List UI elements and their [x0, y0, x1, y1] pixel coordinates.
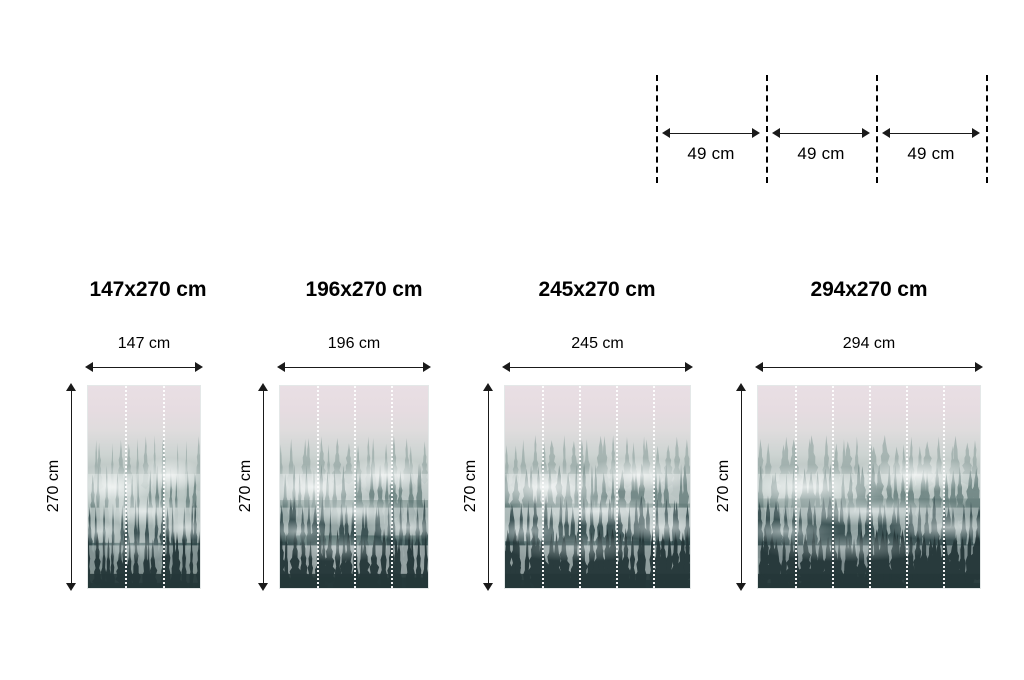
dimension-arrow-horizontal — [882, 128, 980, 139]
dimension-arrow-horizontal — [277, 362, 431, 373]
height-dimension-line — [258, 383, 269, 591]
variant-width-label: 294 cm — [842, 335, 896, 352]
legend-strip-divider — [766, 75, 768, 183]
dimension-arrow-vertical — [258, 383, 269, 591]
width-dimension-line — [502, 362, 693, 373]
mural-strip-separator — [869, 386, 871, 588]
variant-width-label: 196 cm — [327, 335, 381, 352]
mural-strip-separator — [616, 386, 618, 588]
width-dimension-line — [755, 362, 983, 373]
width-dimension-line — [85, 362, 203, 373]
wallpaper-mural-preview — [505, 386, 690, 588]
dimension-arrow-horizontal — [755, 362, 983, 373]
variant-title: 147x270 cm — [89, 278, 207, 301]
wallpaper-mural-preview — [758, 386, 980, 588]
variant-title: 294x270 cm — [810, 278, 928, 301]
mural-strip-separator — [795, 386, 797, 588]
dimension-arrow-horizontal — [662, 128, 760, 139]
legend-strip-divider — [656, 75, 658, 183]
mural-strip-separator — [391, 386, 393, 588]
mural-strip-separator — [317, 386, 319, 588]
mural-strip-separator — [943, 386, 945, 588]
variant-title: 245x270 cm — [538, 278, 656, 301]
legend-segment: 49 cm — [882, 70, 980, 190]
height-dimension-line — [483, 383, 494, 591]
legend-segment-label: 49 cm — [687, 144, 735, 163]
mural-strip-separator — [906, 386, 908, 588]
dimension-arrow-vertical — [736, 383, 747, 591]
variant-title: 196x270 cm — [305, 278, 423, 301]
variant-width-label: 245 cm — [571, 335, 624, 352]
dimension-arrow-horizontal — [502, 362, 693, 373]
legend-segment-label: 49 cm — [797, 144, 845, 163]
width-dimension-line — [277, 362, 431, 373]
variant-width-label: 147 cm — [117, 335, 171, 352]
mural-strip-separator — [542, 386, 544, 588]
legend-segment-label: 49 cm — [907, 144, 955, 163]
mural-strip-separator — [832, 386, 834, 588]
mural-strip-separator — [653, 386, 655, 588]
height-dimension-line — [66, 383, 77, 591]
mural-strip-separator — [579, 386, 581, 588]
wallpaper-mural-preview — [88, 386, 200, 588]
height-dimension-line — [736, 383, 747, 591]
variant-height-label: 270 cm — [715, 459, 732, 513]
dimension-arrow-horizontal — [772, 128, 870, 139]
mural-fog-overlay — [88, 386, 200, 588]
legend-segment: 49 cm — [662, 70, 760, 190]
legend-strip-divider — [986, 75, 988, 183]
dimension-arrow-vertical — [483, 383, 494, 591]
dimension-arrow-horizontal — [85, 362, 203, 373]
mural-strip-separator — [354, 386, 356, 588]
strip-width-legend: 49 cm 49 cm 49 cm — [656, 70, 988, 190]
mural-fog-overlay — [505, 386, 690, 588]
wallpaper-mural-preview — [280, 386, 428, 588]
mural-strip-separator — [125, 386, 128, 588]
mural-strip-separator — [162, 386, 165, 588]
legend-strip-divider — [876, 75, 878, 183]
legend-segment: 49 cm — [772, 70, 870, 190]
dimension-arrow-vertical — [66, 383, 77, 591]
